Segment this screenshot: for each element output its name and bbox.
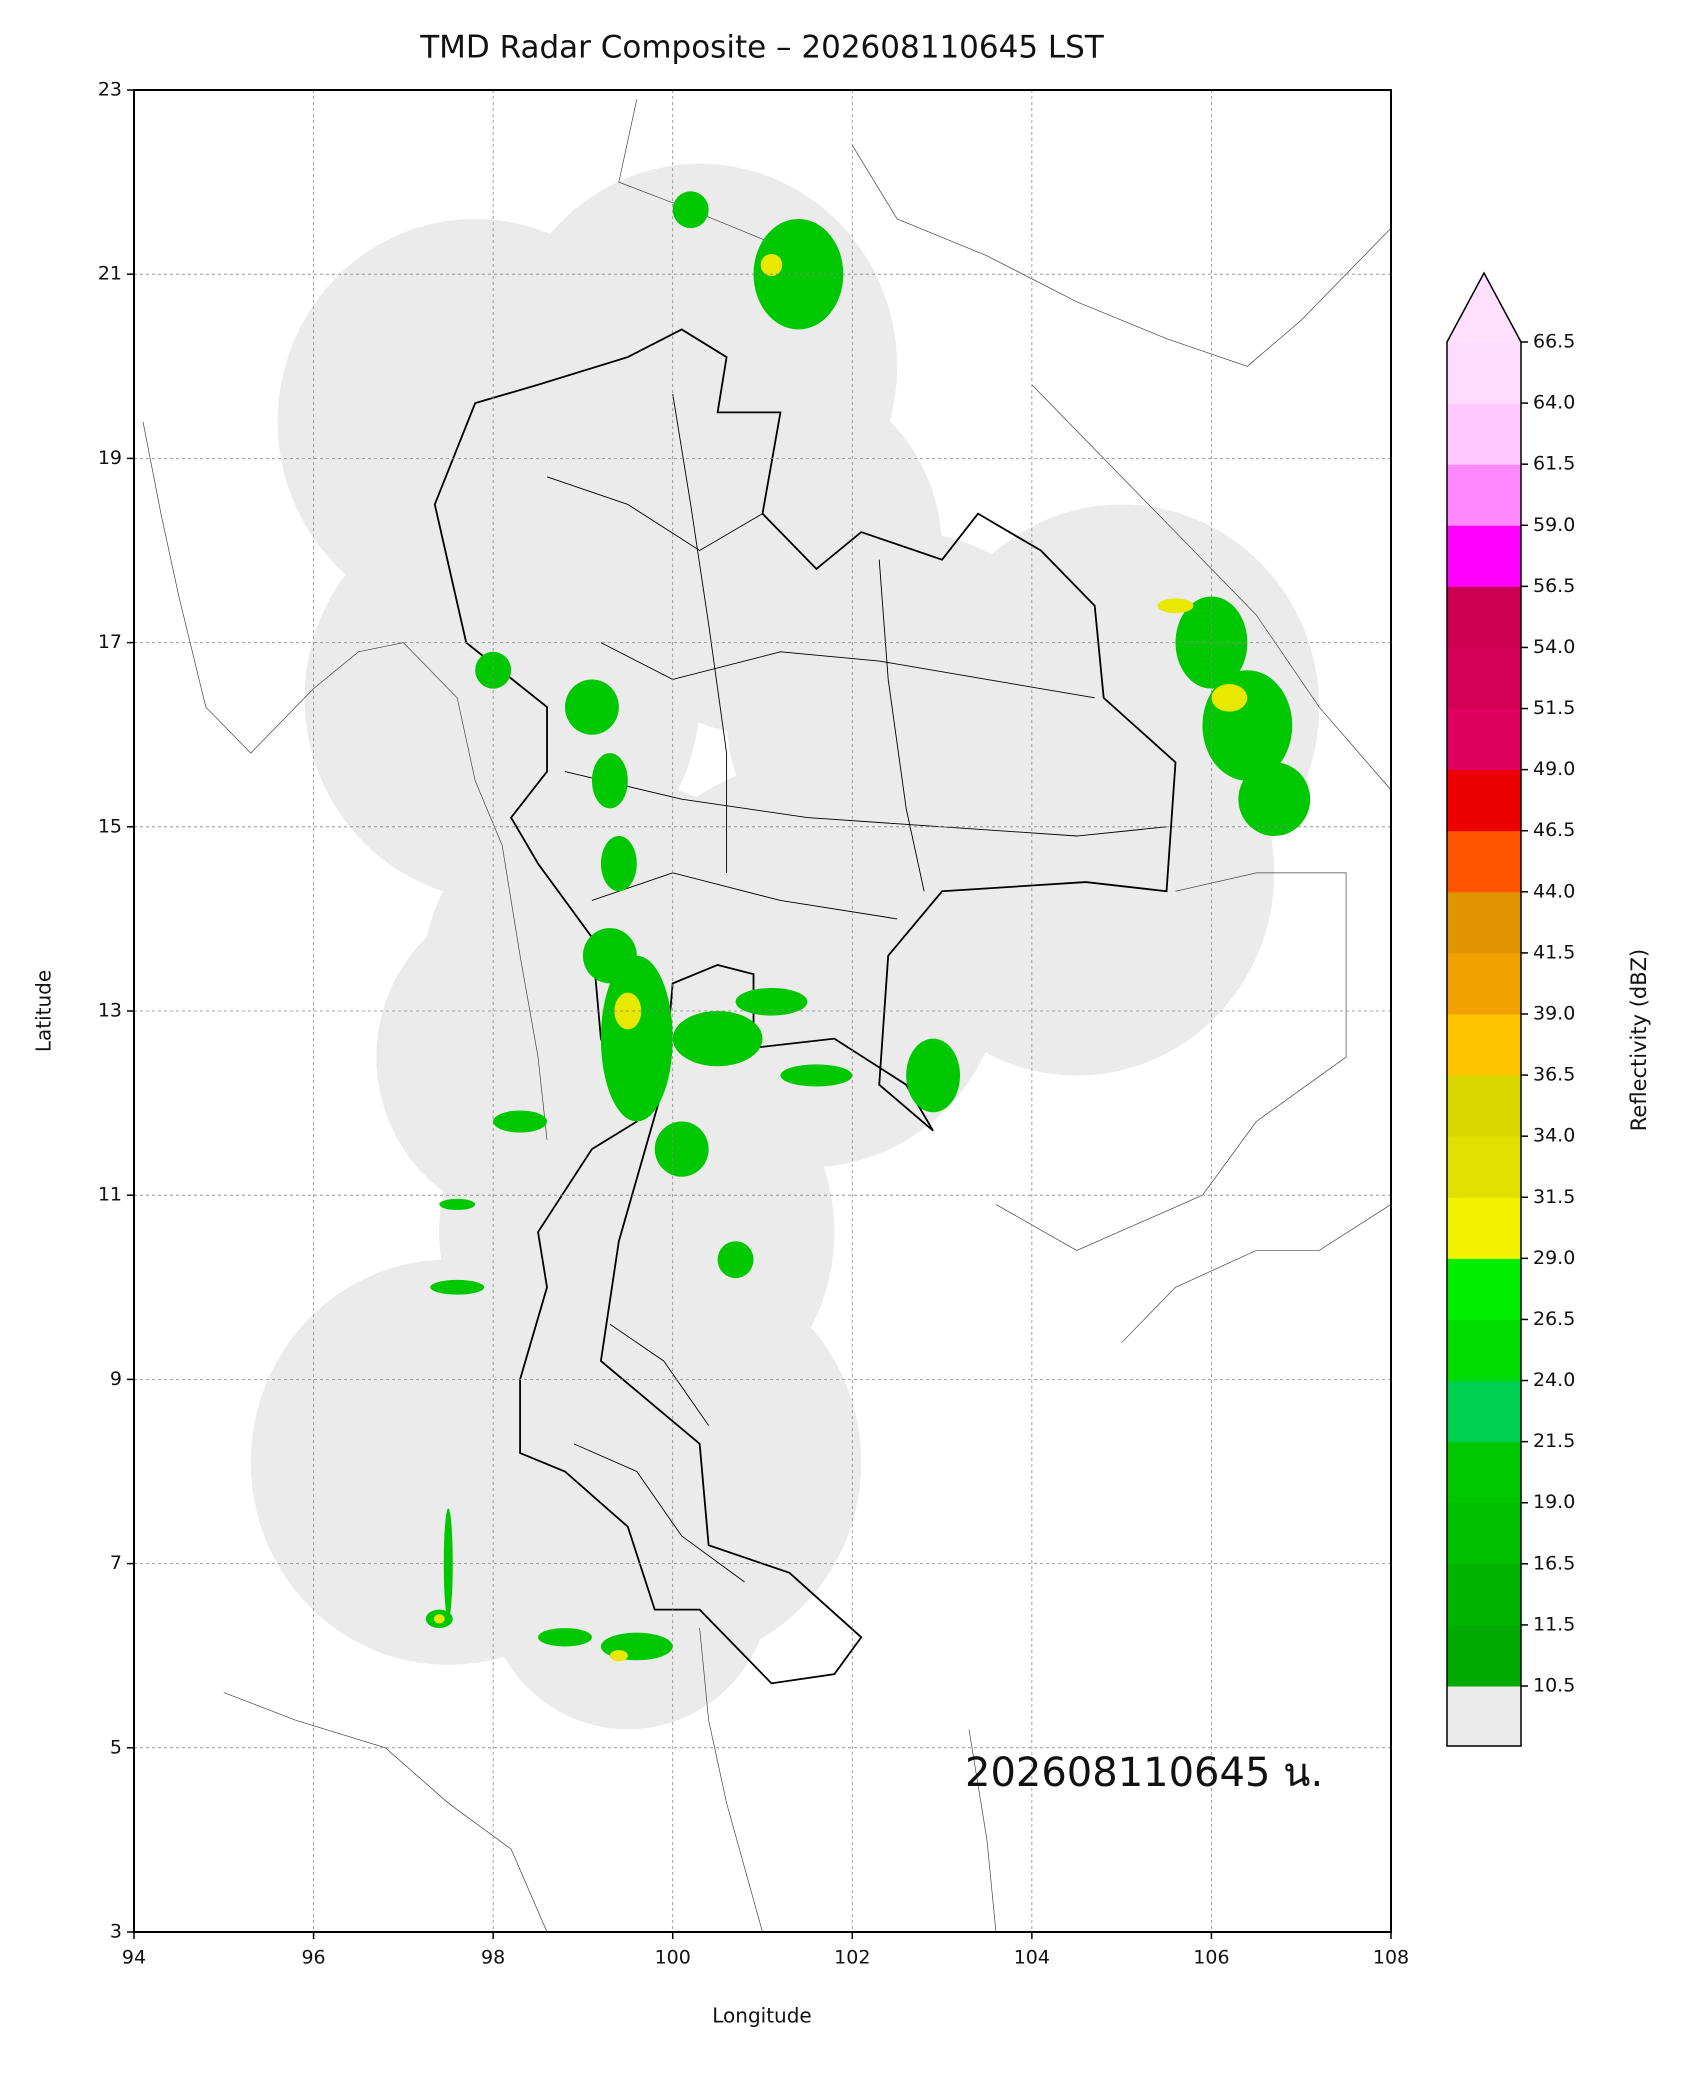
colorbar-band bbox=[1447, 952, 1521, 1015]
y-tick-label: 13 bbox=[98, 1000, 122, 1022]
colorbar-band bbox=[1447, 1197, 1521, 1259]
y-tick-label: 5 bbox=[110, 1736, 122, 1758]
colorbar-tick-label: 51.5 bbox=[1533, 697, 1575, 719]
colorbar-tick-label: 36.5 bbox=[1533, 1064, 1575, 1086]
colorbar-tick-label: 41.5 bbox=[1533, 941, 1575, 963]
colorbar-band bbox=[1447, 769, 1521, 832]
colorbar-band bbox=[1447, 1380, 1521, 1443]
timestamp-annotation: 202608110645 น. bbox=[965, 1750, 1323, 1796]
map-area bbox=[143, 99, 1391, 1932]
colorbar-over bbox=[1447, 273, 1521, 342]
colorbar-tick-label: 24.0 bbox=[1533, 1369, 1575, 1391]
map bbox=[143, 99, 1391, 1932]
x-tick-label: 102 bbox=[834, 1947, 870, 1969]
colorbar-tick-label: 29.0 bbox=[1533, 1247, 1575, 1269]
colorbar-band bbox=[1447, 342, 1521, 404]
colorbar-band bbox=[1447, 1441, 1521, 1504]
colorbar-band bbox=[1447, 464, 1521, 526]
y-tick-label: 21 bbox=[98, 263, 122, 285]
colorbar-band bbox=[1447, 1014, 1521, 1076]
colorbar-under bbox=[1447, 1686, 1521, 1746]
y-axis-label: Latitude bbox=[32, 970, 56, 1052]
colorbar-band bbox=[1447, 525, 1521, 587]
colorbar-tick-label: 21.5 bbox=[1533, 1430, 1575, 1452]
colorbar-band bbox=[1447, 586, 1521, 648]
x-tick-label: 108 bbox=[1373, 1947, 1409, 1969]
colorbar-band bbox=[1447, 647, 1521, 710]
colorbar-tick-label: 66.5 bbox=[1533, 331, 1575, 353]
colorbar-tick-label: 64.0 bbox=[1533, 392, 1575, 414]
colorbar-tick-label: 49.0 bbox=[1533, 758, 1575, 780]
y-tick-label: 23 bbox=[98, 79, 122, 101]
radar-coverage bbox=[250, 163, 1320, 1730]
x-tick-label: 100 bbox=[655, 1947, 691, 1969]
colorbar-band bbox=[1447, 1502, 1521, 1565]
colorbar-band bbox=[1447, 1563, 1521, 1626]
colorbar-tick-label: 16.5 bbox=[1533, 1552, 1575, 1574]
y-tick-label: 17 bbox=[98, 631, 122, 653]
colorbar-tick-label: 34.0 bbox=[1533, 1125, 1575, 1147]
x-tick-label: 104 bbox=[1014, 1947, 1050, 1969]
colorbar-outline bbox=[1446, 271, 1522, 1747]
x-tick-label: 96 bbox=[301, 1947, 325, 1969]
colorbar-band bbox=[1447, 1258, 1521, 1320]
colorbar-tick-label: 54.0 bbox=[1533, 636, 1575, 658]
colorbar-tick-label: 31.5 bbox=[1533, 1186, 1575, 1208]
colorbar-band bbox=[1447, 830, 1521, 893]
colorbar-tick-label: 46.5 bbox=[1533, 819, 1575, 841]
chart-title: TMD Radar Composite – 202608110645 LST bbox=[419, 30, 1105, 66]
colorbar-tick-label: 61.5 bbox=[1533, 453, 1575, 475]
y-tick-label: 15 bbox=[98, 815, 122, 837]
y-tick-label: 19 bbox=[98, 447, 122, 469]
y-tick-label: 11 bbox=[98, 1184, 122, 1206]
y-tick-label: 3 bbox=[110, 1921, 122, 1943]
colorbar-label: Reflectivity (dBZ) bbox=[1627, 949, 1651, 1131]
colorbar-tick-label: 56.5 bbox=[1533, 575, 1575, 597]
coastlines bbox=[143, 99, 1391, 1932]
colorbar-tick-label: 10.5 bbox=[1533, 1675, 1575, 1697]
x-tick-label: 106 bbox=[1193, 1947, 1229, 1969]
colorbar-band bbox=[1447, 1075, 1521, 1137]
colorbar-band bbox=[1447, 1136, 1521, 1198]
x-axis-label: Longitude bbox=[712, 2004, 811, 2028]
thailand-border bbox=[435, 329, 1176, 1683]
x-tick-label: 94 bbox=[122, 1947, 146, 1969]
colorbar-tick-label: 59.0 bbox=[1533, 514, 1575, 536]
axes-frame bbox=[133, 89, 1392, 1933]
colorbar-band bbox=[1447, 403, 1521, 465]
colorbar-band bbox=[1447, 1624, 1521, 1687]
y-tick-label: 7 bbox=[110, 1552, 122, 1574]
colorbar-band bbox=[1447, 708, 1521, 771]
colorbar-band bbox=[1447, 891, 1521, 954]
colorbar-tick-label: 11.5 bbox=[1533, 1613, 1575, 1635]
colorbar-tick-label: 19.0 bbox=[1533, 1491, 1575, 1513]
y-tick-label: 9 bbox=[110, 1368, 122, 1390]
province-lines bbox=[547, 394, 1167, 1582]
x-tick-label: 98 bbox=[481, 1947, 505, 1969]
colorbar-tick-label: 44.0 bbox=[1533, 880, 1575, 902]
colorbar-tick-label: 26.5 bbox=[1533, 1308, 1575, 1330]
colorbar-band bbox=[1447, 1319, 1521, 1382]
colorbar-tick-label: 39.0 bbox=[1533, 1003, 1575, 1025]
radar-echoes bbox=[425, 191, 1311, 1662]
